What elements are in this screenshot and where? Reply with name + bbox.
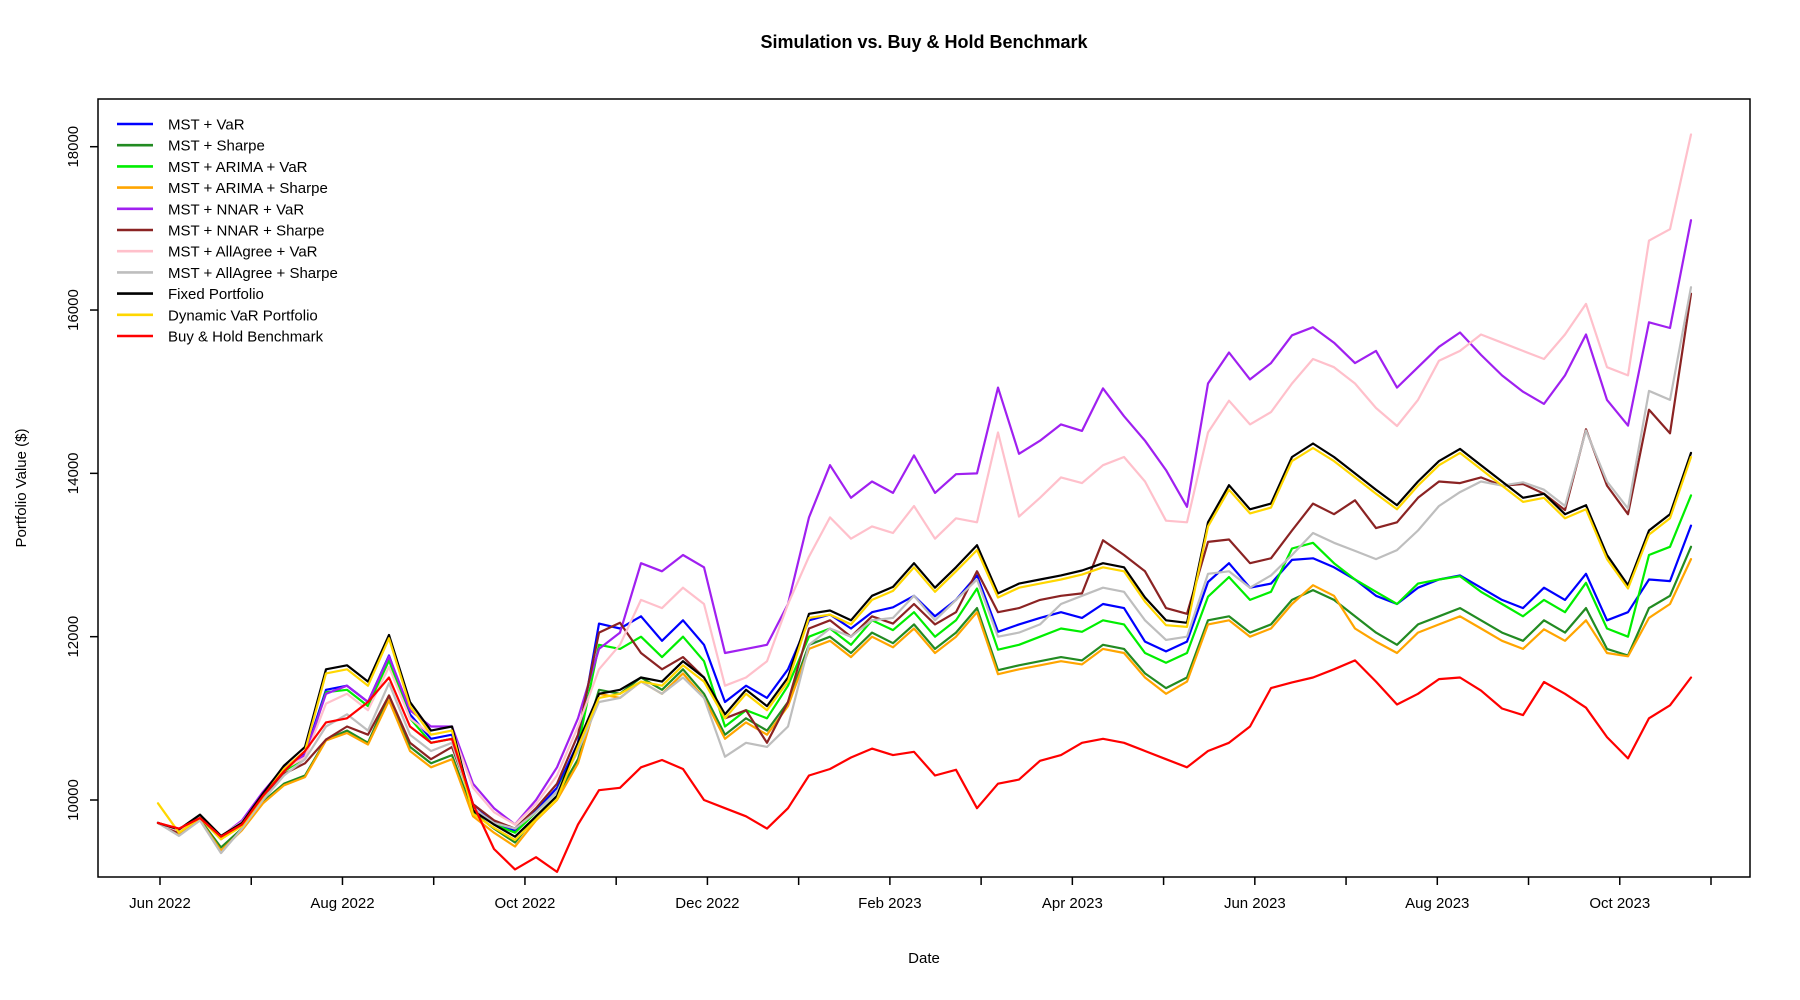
legend-label-mst-nnar-var: MST + NNAR + VaR (168, 201, 304, 218)
series-line-mst-sharpe (156, 545, 1693, 849)
legend-item-buy-hold-benchmark: Buy & Hold Benchmark (117, 329, 324, 346)
legend-label-mst-sharpe: MST + Sharpe (168, 138, 265, 155)
legend-label-mst-nnar-sharpe: MST + NNAR + Sharpe (168, 223, 324, 240)
series-lines (156, 133, 1693, 874)
legend-item-mst-var: MST + VaR (117, 117, 245, 134)
legend-label-mst-var: MST + VaR (168, 117, 245, 134)
series-line-fixed-portfolio (156, 442, 1693, 838)
legend-label-dynamic-var-portfolio: Dynamic VaR Portfolio (168, 307, 318, 324)
series-line-dynamic-var-portfolio (156, 446, 1693, 842)
x-tick-label: Oct 2022 (495, 895, 556, 912)
x-tick-label: Feb 2023 (858, 895, 921, 912)
legend-item-mst-arima-sharpe: MST + ARIMA + Sharpe (117, 180, 328, 197)
series-line-mst-nnar-sharpe (156, 292, 1693, 841)
legend: MST + VaR MST + Sharpe MST + ARIMA + VaR MS… (117, 117, 338, 346)
chart-title: Simulation vs. Buy & Hold Benchmark (760, 32, 1088, 52)
plot-border (97, 98, 1751, 878)
y-tick-label: 10000 (65, 779, 82, 821)
legend-label-mst-allagree-sharpe: MST + AllAgree + Sharpe (168, 265, 338, 282)
x-tick-label: Aug 2023 (1405, 895, 1469, 912)
y-tick-label: 16000 (65, 289, 82, 331)
y-tick-label: 18000 (65, 126, 82, 168)
legend-item-mst-nnar-var: MST + NNAR + VaR (117, 201, 304, 218)
x-tick-label: Aug 2022 (310, 895, 374, 912)
legend-item-mst-sharpe: MST + Sharpe (117, 138, 265, 155)
legend-item-mst-allagree-sharpe: MST + AllAgree + Sharpe (117, 265, 338, 282)
legend-item-mst-allagree-var: MST + AllAgree + VaR (117, 244, 318, 261)
series-line-mst-allagree-sharpe (156, 286, 1693, 855)
series-line-mst-arima-sharpe (156, 557, 1693, 852)
x-tick-label: Oct 2023 (1589, 895, 1650, 912)
series-line-mst-nnar-var (156, 219, 1693, 838)
x-tick-label: Jun 2023 (1224, 895, 1286, 912)
legend-label-mst-allagree-var: MST + AllAgree + VaR (168, 244, 318, 261)
legend-item-mst-nnar-sharpe: MST + NNAR + Sharpe (117, 223, 324, 240)
axes: Jun 2022 Aug 2022 Oct 2022 Dec 2022 Feb 2023… (65, 98, 1751, 912)
x-axis-label: Date (908, 950, 940, 967)
series-line-mst-var (156, 524, 1693, 838)
legend-item-dynamic-var-portfolio: Dynamic VaR Portfolio (117, 307, 318, 324)
y-tick-label: 14000 (65, 452, 82, 494)
x-tick-label: Jun 2022 (129, 895, 191, 912)
y-tick-label: 12000 (65, 616, 82, 658)
series-line-mst-allagree-var (156, 133, 1693, 838)
legend-item-mst-arima-var: MST + ARIMA + VaR (117, 159, 308, 176)
legend-label-mst-arima-var: MST + ARIMA + VaR (168, 159, 308, 176)
legend-item-fixed-portfolio: Fixed Portfolio (117, 286, 264, 303)
legend-label-fixed-portfolio: Fixed Portfolio (168, 286, 264, 303)
series-line-buy-hold-benchmark (156, 659, 1693, 874)
x-tick-label: Apr 2023 (1042, 895, 1103, 912)
legend-label-mst-arima-sharpe: MST + ARIMA + Sharpe (168, 180, 328, 197)
legend-label-buy-hold-benchmark: Buy & Hold Benchmark (168, 329, 324, 346)
x-tick-label: Dec 2022 (675, 895, 739, 912)
